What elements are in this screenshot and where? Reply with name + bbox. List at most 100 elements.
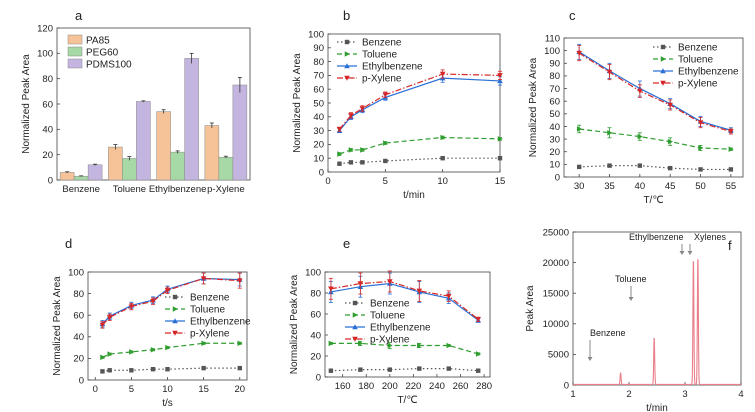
legend-label: Ethylbenzene bbox=[370, 323, 431, 334]
category-label: Benzene bbox=[62, 184, 100, 195]
bar bbox=[73, 175, 89, 181]
data-point bbox=[328, 340, 334, 347]
y-tick-label: 40 bbox=[73, 332, 84, 343]
legend-label: Ethylbenzene bbox=[190, 317, 251, 328]
peak-label: Xylenes bbox=[694, 232, 727, 242]
x-tick-label: 4 bbox=[738, 389, 743, 400]
legend-label: PEG60 bbox=[86, 48, 119, 59]
data-point bbox=[165, 367, 170, 372]
series-line-toluene bbox=[579, 128, 731, 150]
x-tick-label: 5 bbox=[383, 176, 388, 187]
plot-frame bbox=[327, 33, 501, 173]
y-tick-label: 60 bbox=[310, 309, 321, 320]
plot-frame bbox=[572, 231, 742, 386]
bar bbox=[59, 172, 75, 181]
y-tick-label: 60 bbox=[313, 85, 324, 96]
chromatogram-trace bbox=[573, 259, 741, 385]
y-tick-label: 110 bbox=[545, 33, 560, 44]
y-tick-label: 100 bbox=[544, 46, 560, 57]
data-point bbox=[728, 146, 734, 152]
data-point bbox=[387, 367, 393, 372]
bar bbox=[108, 146, 123, 181]
y-tick-label: 20 bbox=[549, 147, 560, 158]
x-tick-label: 15 bbox=[198, 384, 209, 395]
data-point bbox=[357, 281, 364, 287]
data-point bbox=[637, 133, 643, 140]
y-tick-label: 100 bbox=[68, 267, 84, 278]
data-point bbox=[497, 78, 503, 84]
data-point bbox=[476, 368, 481, 373]
data-point bbox=[697, 120, 704, 126]
data-point bbox=[236, 278, 243, 284]
x-tick-label: 10 bbox=[437, 176, 448, 187]
y-tick-label: 0 bbox=[555, 172, 560, 183]
data-point bbox=[128, 304, 135, 310]
x-axis-label: t/min bbox=[646, 403, 668, 412]
panel-letter: a bbox=[75, 8, 83, 23]
data-point bbox=[728, 129, 734, 135]
data-point bbox=[637, 88, 643, 94]
data-point bbox=[360, 160, 365, 165]
data-point bbox=[446, 366, 451, 371]
legend-label: Toluene bbox=[370, 311, 405, 322]
y-tick-label: 80 bbox=[313, 57, 324, 68]
y-tick-label: 10000 bbox=[543, 319, 569, 330]
legend-label: Benzene bbox=[190, 293, 230, 304]
y-tick-label: 80 bbox=[73, 289, 84, 300]
data-point bbox=[358, 367, 363, 372]
y-tick-label: 0 bbox=[48, 175, 53, 186]
legend-label: p-Xylene bbox=[362, 74, 402, 85]
y-tick-label: 70 bbox=[549, 84, 560, 95]
category-label: p-Xylene bbox=[207, 184, 245, 195]
x-tick-label: 45 bbox=[665, 181, 676, 192]
data-point bbox=[497, 156, 503, 161]
x-tick-label: 2 bbox=[626, 389, 631, 400]
data-point bbox=[337, 161, 342, 166]
data-point bbox=[416, 288, 423, 294]
y-tick-label: 100 bbox=[305, 267, 321, 278]
legend-label: Toluene bbox=[678, 55, 713, 66]
y-tick-label: 40 bbox=[549, 122, 560, 133]
y-tick-label: 80 bbox=[42, 74, 53, 85]
y-tick-label: 120 bbox=[37, 23, 53, 34]
legend-marker bbox=[344, 39, 350, 45]
series-line-p-xylene bbox=[330, 280, 479, 320]
series-line-benzene bbox=[330, 368, 479, 372]
data-point bbox=[201, 365, 206, 371]
bar bbox=[232, 84, 248, 181]
series-line-benzene bbox=[339, 157, 500, 165]
x-tick-label: 50 bbox=[695, 181, 706, 192]
data-point bbox=[497, 136, 503, 142]
data-point bbox=[129, 349, 135, 355]
data-point bbox=[200, 276, 207, 282]
data-point bbox=[201, 340, 207, 347]
legend-marker bbox=[344, 51, 350, 57]
data-point bbox=[106, 315, 113, 321]
data-point bbox=[358, 340, 364, 347]
data-point bbox=[328, 286, 334, 292]
y-tick-label: 90 bbox=[313, 43, 324, 54]
data-point bbox=[698, 145, 704, 151]
data-point bbox=[360, 147, 366, 153]
data-point bbox=[107, 368, 112, 373]
data-point bbox=[445, 293, 452, 299]
data-point bbox=[387, 342, 393, 349]
y-tick-label: 20 bbox=[313, 140, 324, 151]
y-tick-label: 20 bbox=[73, 354, 84, 365]
y-tick-label: 60 bbox=[42, 99, 53, 110]
x-tick-label: 5 bbox=[129, 384, 134, 395]
data-point bbox=[439, 71, 446, 77]
x-tick-label: 30 bbox=[574, 181, 585, 192]
y-axis-label: Normalized Peak Area bbox=[528, 57, 539, 157]
data-point bbox=[328, 368, 334, 373]
data-point bbox=[348, 160, 354, 165]
x-tick-label: 15 bbox=[495, 176, 506, 187]
x-tick-label: 180 bbox=[358, 381, 374, 392]
legend-marker bbox=[172, 306, 178, 312]
y-tick-label: 50 bbox=[549, 109, 560, 120]
y-tick-label: 10 bbox=[313, 154, 324, 165]
data-point bbox=[475, 351, 482, 357]
panel-e: 0 20 40 60 80 100 160 180 200 220 240 260 280 Normali… bbox=[289, 236, 492, 406]
x-tick-label: 55 bbox=[726, 181, 737, 192]
